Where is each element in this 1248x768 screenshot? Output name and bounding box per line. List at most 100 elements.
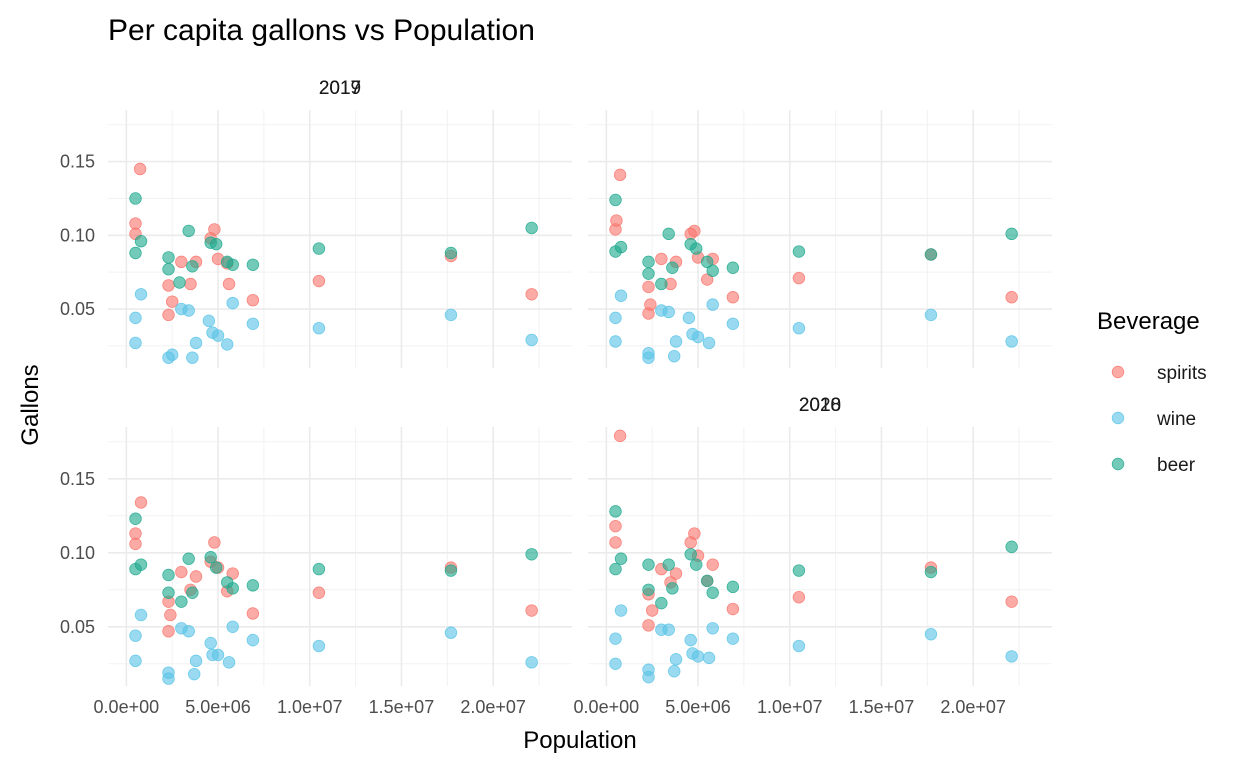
point-beer <box>162 251 175 264</box>
point-beer <box>312 242 326 255</box>
point-beer <box>642 267 655 280</box>
point-beer <box>924 248 938 261</box>
x-tick-label: 0.0e+00 <box>94 697 160 717</box>
point-beer <box>655 596 668 610</box>
y-tick-label: 0.05 <box>60 299 95 319</box>
point-beer <box>246 579 260 592</box>
point-beer <box>134 235 148 248</box>
point-beer <box>726 580 740 594</box>
point-beer <box>701 255 714 269</box>
point-beer <box>175 595 188 608</box>
point-beer <box>162 586 175 599</box>
point-wine <box>1005 650 1018 663</box>
y-axis-title: Gallons <box>17 364 44 445</box>
point-spirits <box>134 496 148 509</box>
point-wine <box>129 629 142 642</box>
point-spirits <box>208 223 221 236</box>
point-beer <box>162 263 175 276</box>
point-beer <box>706 586 719 599</box>
point-wine <box>226 620 239 634</box>
x-tick-label: 1.0e+07 <box>757 697 823 717</box>
point-wine <box>614 604 628 617</box>
point-spirits <box>642 280 655 294</box>
point-beer <box>655 277 668 291</box>
legend-key-spirits <box>1111 365 1125 379</box>
point-beer <box>210 561 223 574</box>
point-wine <box>667 665 681 678</box>
point-wine <box>129 336 142 350</box>
facet-panel-2018: 2018 <box>588 110 1052 416</box>
point-spirits <box>655 252 668 266</box>
point-beer <box>134 558 148 571</box>
legend-label-spirits: spirits <box>1157 363 1207 384</box>
x-tick-label: 5.0e+06 <box>665 697 731 717</box>
point-wine <box>682 311 696 325</box>
point-spirits <box>688 527 701 540</box>
point-beer <box>162 568 175 582</box>
point-beer <box>1005 227 1018 241</box>
x-axis-title: Population <box>523 727 636 754</box>
point-beer <box>186 260 199 273</box>
point-beer <box>792 564 806 577</box>
point-beer <box>684 548 697 561</box>
point-wine <box>444 308 458 322</box>
y-tick-label: 0.15 <box>60 152 95 172</box>
point-beer <box>226 582 239 595</box>
point-spirits <box>162 279 175 292</box>
point-wine <box>642 670 655 684</box>
point-spirits <box>726 291 740 304</box>
point-spirits <box>175 565 188 579</box>
point-wine <box>162 672 175 685</box>
legend: Beverage spirits wine beer <box>1097 308 1207 476</box>
point-beer <box>525 221 538 235</box>
point-wine <box>312 321 326 335</box>
x-tick-label: 2.0e+07 <box>460 697 526 717</box>
point-beer <box>1005 540 1018 554</box>
y-tick-label: 0.10 <box>60 543 95 563</box>
point-beer <box>690 242 703 255</box>
x-tick-label: 1.5e+07 <box>849 697 915 717</box>
point-spirits <box>610 214 623 227</box>
facet-panel-2019: 2019 0.05 0.10 0.15 0.0e+00 5.0e+06 1.0e+07 1.5… <box>60 78 572 717</box>
point-beer <box>182 224 195 238</box>
y-tick-label: 0.15 <box>60 469 95 489</box>
point-spirits <box>164 608 177 622</box>
x-tick-label: 5.0e+06 <box>185 697 251 717</box>
point-wine <box>134 288 148 301</box>
point-spirits <box>129 537 142 551</box>
point-beer <box>129 192 142 205</box>
legend-label-beer: beer <box>1157 455 1196 476</box>
legend-title: Beverage <box>1097 308 1200 335</box>
point-wine <box>182 625 195 638</box>
point-beer <box>666 261 679 274</box>
point-beer <box>614 552 628 565</box>
point-beer <box>525 548 538 561</box>
point-beer <box>726 261 740 274</box>
point-wine <box>189 654 203 668</box>
point-wine <box>129 654 142 668</box>
facet-strip-label: 2020 <box>799 395 841 416</box>
point-wine <box>609 632 622 645</box>
point-beer <box>666 582 679 595</box>
point-wine <box>187 667 201 681</box>
point-wine <box>1005 335 1018 348</box>
point-spirits <box>642 619 655 632</box>
point-spirits <box>613 429 627 443</box>
facet-strip-label: 2018 <box>799 395 841 416</box>
point-spirits <box>175 255 188 269</box>
point-spirits <box>246 293 260 307</box>
point-beer <box>186 586 199 599</box>
point-beer <box>642 583 655 597</box>
point-spirits <box>312 274 326 288</box>
point-beer <box>609 505 622 518</box>
point-beer <box>924 565 938 579</box>
point-beer <box>173 276 186 289</box>
point-spirits <box>609 536 622 549</box>
point-spirits <box>792 591 806 604</box>
point-wine <box>246 317 260 330</box>
point-wine <box>246 633 260 647</box>
point-wine <box>182 304 195 317</box>
point-spirits <box>726 602 740 616</box>
point-beer <box>246 258 260 272</box>
point-wine <box>706 298 719 311</box>
